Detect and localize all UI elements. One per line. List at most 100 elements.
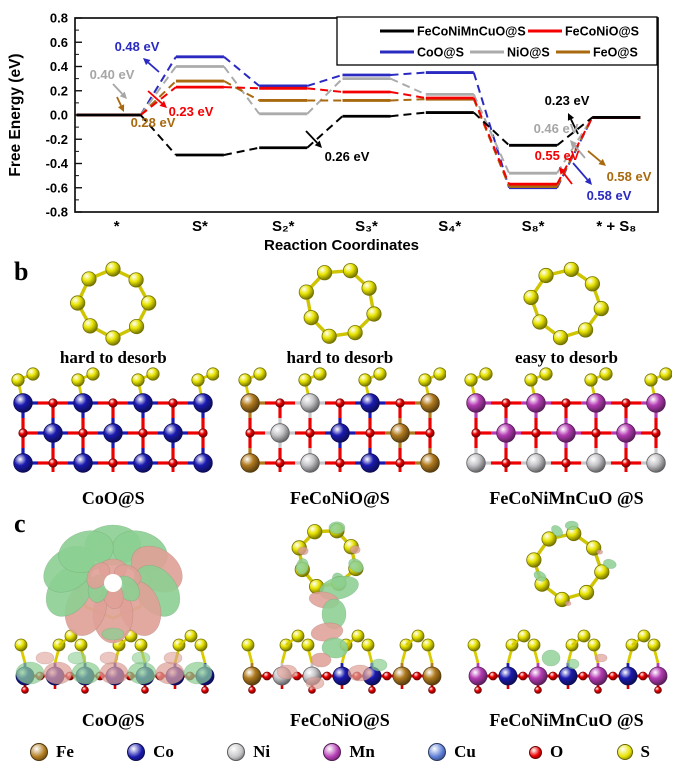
desorb-label: hard to desorb bbox=[286, 348, 394, 367]
fe-atom bbox=[422, 666, 442, 686]
isosurface-blob bbox=[595, 653, 608, 663]
svg-text:0.28 eV: 0.28 eV bbox=[131, 115, 176, 130]
s-atom bbox=[184, 629, 198, 643]
o-atom bbox=[81, 686, 90, 694]
annotation-arrowhead bbox=[159, 100, 167, 108]
co-atom bbox=[133, 393, 153, 413]
annotation-0.48eV: 0.48 eV bbox=[115, 39, 160, 73]
density-column-feconio: FeCoNiO@S bbox=[227, 508, 454, 731]
slab-isosurfaces bbox=[15, 627, 213, 685]
s8-ring bbox=[298, 263, 382, 344]
charge-torus bbox=[43, 524, 183, 644]
legend-item-co: Co bbox=[127, 742, 174, 762]
o-atom bbox=[549, 671, 558, 681]
s-atom bbox=[81, 271, 97, 287]
s8-ring-icon bbox=[70, 261, 157, 346]
o-atom bbox=[368, 686, 376, 694]
co-atom bbox=[619, 666, 638, 686]
mn-sphere-icon bbox=[323, 743, 342, 761]
mn-atom bbox=[529, 666, 548, 686]
mn-atom bbox=[589, 666, 608, 686]
annotation-arrowhead bbox=[559, 167, 566, 175]
s8-ring-icon bbox=[298, 263, 382, 344]
isosurface-blob bbox=[551, 525, 564, 537]
material-caption: FeCoNiMnCuO @S bbox=[489, 710, 644, 730]
x-axis-title: Reaction Coordinates bbox=[264, 237, 419, 254]
material-caption: FeCoNiO@S bbox=[290, 488, 390, 508]
s-atom bbox=[532, 314, 548, 330]
s-atom bbox=[128, 272, 144, 288]
co-atom bbox=[360, 393, 380, 413]
s-atom bbox=[361, 638, 375, 652]
charge-density-scene bbox=[468, 520, 668, 694]
o-atom bbox=[534, 686, 543, 694]
desorb-label: easy to desorb bbox=[515, 348, 618, 367]
s-atom bbox=[358, 373, 372, 387]
s-atom bbox=[585, 276, 601, 292]
mn-atom bbox=[649, 666, 668, 686]
s-atom bbox=[301, 638, 315, 652]
legend-item-mn: Mn bbox=[323, 742, 375, 762]
o-atom bbox=[425, 428, 435, 438]
s-atom bbox=[588, 638, 601, 652]
o-atom bbox=[245, 428, 255, 438]
s-atom bbox=[129, 318, 145, 335]
s-atom bbox=[342, 263, 358, 279]
s-atom bbox=[146, 367, 160, 381]
s8-ring-icon bbox=[523, 261, 610, 346]
y-tick-label: -0.2 bbox=[46, 132, 68, 147]
annotation-arrowhead bbox=[117, 104, 125, 112]
mn-atom bbox=[469, 666, 488, 686]
annotation-0.58eV: 0.58 eV bbox=[572, 162, 632, 203]
o-sphere-icon bbox=[529, 745, 543, 759]
slab-atoms bbox=[466, 393, 667, 473]
s8-ring bbox=[526, 525, 610, 608]
panel-c-charge-density: c CoO@S FeCoNiO@S FeCoNiMnCuO @S bbox=[0, 508, 680, 736]
s-atom bbox=[648, 638, 661, 652]
y-tick-label: -0.6 bbox=[46, 180, 68, 195]
density-column-coo: CoO@S bbox=[0, 508, 227, 731]
isosurface-blob bbox=[348, 558, 364, 573]
svg-text:0.26 eV: 0.26 eV bbox=[325, 149, 370, 164]
o-atom bbox=[651, 428, 662, 438]
s-atom bbox=[526, 552, 542, 568]
y-tick-label: -0.8 bbox=[46, 205, 68, 220]
oxide-slab bbox=[468, 629, 668, 694]
o-atom bbox=[141, 686, 150, 694]
x-tick-label: S₈* bbox=[522, 218, 545, 235]
fe-sphere-icon bbox=[30, 743, 48, 761]
o-atom bbox=[108, 458, 118, 468]
x-tick-label: S₂* bbox=[272, 218, 295, 235]
o-atom bbox=[168, 458, 178, 468]
oxide-slab bbox=[238, 367, 446, 473]
isosurface-blob bbox=[305, 676, 325, 690]
s-atom bbox=[578, 322, 594, 338]
y-tick-label: 0.8 bbox=[50, 11, 68, 26]
o-atom bbox=[335, 398, 345, 408]
plot-area: 0.8 0.6 0.4 0.2 0.0 -0.2 -0.4 -0.6 -0.8 Free Ener… bbox=[7, 11, 659, 254]
slab-atoms bbox=[13, 393, 213, 473]
s-atom bbox=[366, 306, 382, 322]
chart-legend: FeCoNiMnCuO@S FeCoNiO@S CoO@S NiO@S FeO@S bbox=[336, 16, 658, 66]
co-atom bbox=[43, 423, 63, 443]
fe-atom bbox=[390, 423, 410, 443]
fe-atom bbox=[240, 393, 260, 413]
s-atom bbox=[578, 629, 591, 643]
oxide-slab bbox=[11, 367, 220, 473]
s-atom bbox=[538, 267, 555, 284]
annotation-0.58eV: 0.58 eV bbox=[587, 150, 652, 184]
isosurface-blob bbox=[603, 558, 617, 569]
o-atom bbox=[198, 428, 208, 438]
element-symbol: Co bbox=[153, 742, 174, 761]
isosurface-blob bbox=[71, 661, 101, 685]
material-caption: CoO@S bbox=[81, 488, 145, 508]
s-atom bbox=[105, 330, 121, 346]
element-symbol: Fe bbox=[56, 742, 74, 761]
o-atom bbox=[501, 398, 512, 408]
s-atom bbox=[579, 584, 595, 601]
ni-atom bbox=[586, 453, 607, 473]
x-tick-label: S₄* bbox=[438, 218, 461, 235]
co-atom bbox=[133, 453, 153, 473]
isosurface-blob bbox=[183, 661, 213, 685]
s-atom bbox=[564, 261, 580, 278]
